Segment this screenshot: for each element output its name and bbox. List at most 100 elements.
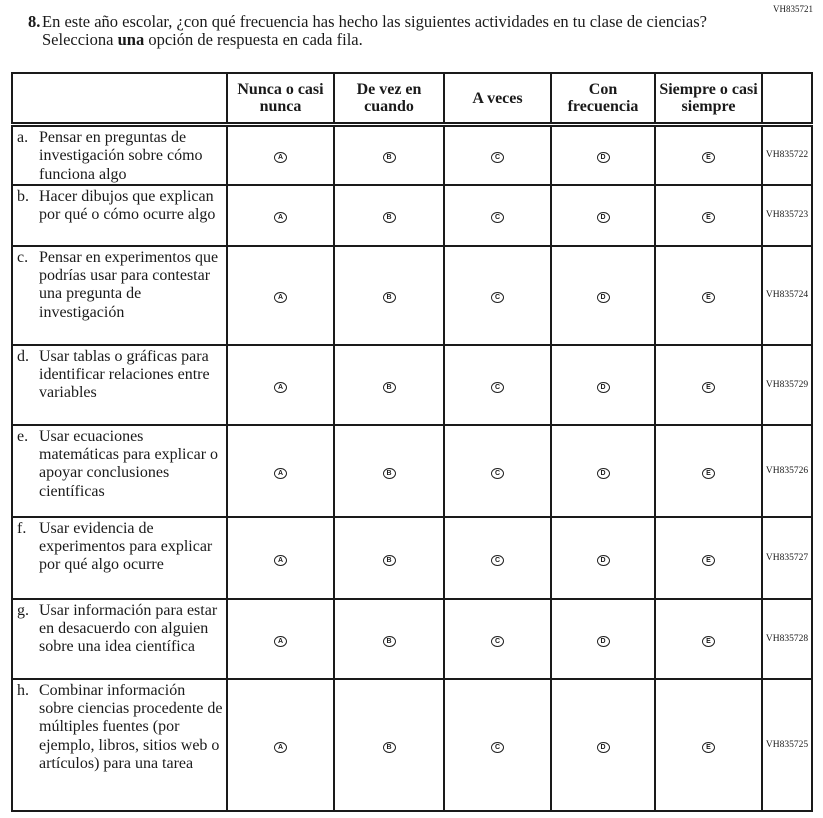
answer-bubble-c[interactable]: C: [491, 467, 504, 479]
answer-bubble-b[interactable]: B: [382, 381, 396, 393]
column-header: Con frecuencia: [550, 72, 656, 126]
question-id: VH835721: [773, 4, 813, 14]
answer-bubble-b[interactable]: B: [382, 152, 396, 164]
option-cell: D: [550, 515, 656, 600]
item-text: Usar ecuaciones matemáticas para explica…: [39, 427, 219, 500]
option-cell: D: [550, 244, 656, 346]
item-cell: h. Combinar información sobre ciencias pr…: [11, 677, 228, 812]
item-label: h.: [17, 681, 29, 699]
question-text-part: En este año escolar, ¿con qué frecuencia…: [42, 12, 707, 49]
response-grid: Nunca o casi nunca De vez en cuando A vece…: [11, 72, 813, 812]
answer-bubble-e[interactable]: E: [702, 635, 715, 647]
answer-bubble-d[interactable]: D: [596, 292, 610, 304]
option-cell: B: [333, 123, 445, 186]
option-cell: C: [443, 244, 552, 346]
answer-bubble-d[interactable]: D: [596, 635, 610, 647]
item-code: VH835727: [761, 515, 813, 600]
answer-bubble-a[interactable]: A: [274, 212, 287, 224]
item-text: Combinar información sobre ciencias proc…: [39, 681, 223, 773]
item-code: VH835724: [761, 244, 813, 346]
answer-bubble-e[interactable]: E: [702, 741, 715, 753]
answer-bubble-b[interactable]: B: [382, 635, 396, 647]
option-cell: B: [333, 515, 445, 600]
option-cell: C: [443, 343, 552, 426]
answer-bubble-c[interactable]: C: [491, 554, 504, 566]
answer-bubble-d[interactable]: D: [596, 152, 610, 164]
answer-bubble-d[interactable]: D: [596, 554, 610, 566]
item-cell: b. Hacer dibujos que explican por qué o c…: [11, 183, 228, 247]
option-cell: E: [654, 123, 763, 186]
answer-bubble-e[interactable]: E: [702, 152, 715, 164]
answer-bubble-a[interactable]: A: [274, 152, 287, 164]
item-code: VH835729: [761, 343, 813, 426]
option-cell: C: [443, 183, 552, 247]
item-cell: f. Usar evidencia de experimentos para ex…: [11, 515, 228, 600]
item-code: VH835725: [761, 677, 813, 812]
item-text: Hacer dibujos que explican por qué o cóm…: [39, 187, 216, 224]
answer-bubble-c[interactable]: C: [491, 212, 504, 224]
question-prompt: 8. En este año escolar, ¿con qué frecuen…: [22, 13, 742, 49]
answer-bubble-e[interactable]: E: [702, 467, 715, 479]
answer-bubble-b[interactable]: B: [382, 212, 396, 224]
option-cell: B: [333, 677, 445, 812]
option-cell: D: [550, 183, 656, 247]
option-cell: D: [550, 423, 656, 518]
answer-bubble-b[interactable]: B: [382, 554, 396, 566]
answer-bubble-d[interactable]: D: [596, 741, 610, 753]
answer-bubble-d[interactable]: D: [596, 381, 610, 393]
option-cell: D: [550, 343, 656, 426]
table-row: h. Combinar información sobre ciencias pr…: [11, 677, 813, 812]
option-cell: A: [226, 123, 335, 186]
item-text: Usar información para estar en desacuerd…: [39, 601, 218, 656]
option-cell: E: [654, 423, 763, 518]
answer-bubble-c[interactable]: C: [491, 292, 504, 304]
answer-bubble-c[interactable]: C: [491, 381, 504, 393]
answer-bubble-e[interactable]: E: [702, 554, 715, 566]
option-cell: E: [654, 244, 763, 346]
answer-bubble-b[interactable]: B: [382, 741, 396, 753]
question-text: En este año escolar, ¿con qué frecuencia…: [42, 13, 742, 49]
item-text: Usar evidencia de experimentos para expl…: [39, 519, 213, 574]
header-blank: [11, 72, 228, 126]
option-cell: E: [654, 183, 763, 247]
answer-bubble-c[interactable]: C: [491, 741, 504, 753]
option-cell: E: [654, 343, 763, 426]
item-label: a.: [17, 129, 29, 146]
table-row: d. Usar tablas o gráficas para identifica…: [11, 343, 813, 426]
answer-bubble-a[interactable]: A: [274, 292, 287, 304]
option-cell: E: [654, 677, 763, 812]
header-code-blank: [761, 72, 813, 126]
answer-bubble-c[interactable]: C: [491, 635, 504, 647]
item-cell: a. Pensar en preguntas de investigación s…: [11, 123, 228, 186]
option-cell: E: [654, 597, 763, 680]
option-cell: B: [333, 597, 445, 680]
answer-bubble-e[interactable]: E: [702, 292, 715, 304]
answer-bubble-e[interactable]: E: [702, 212, 715, 224]
item-cell: e. Usar ecuaciones matemáticas para expli…: [11, 423, 228, 518]
item-label: f.: [17, 519, 27, 537]
option-cell: C: [443, 515, 552, 600]
option-cell: C: [443, 597, 552, 680]
answer-bubble-a[interactable]: A: [274, 741, 287, 753]
item-cell: g. Usar información para estar en desacue…: [11, 597, 228, 680]
item-cell: c. Pensar en experimentos que podrías usa…: [11, 244, 228, 346]
option-cell: C: [443, 123, 552, 186]
answer-bubble-a[interactable]: A: [274, 467, 287, 479]
answer-bubble-c[interactable]: C: [491, 152, 504, 164]
item-label: d.: [17, 347, 29, 365]
option-cell: B: [333, 423, 445, 518]
answer-bubble-a[interactable]: A: [274, 635, 287, 647]
answer-bubble-a[interactable]: A: [274, 554, 287, 566]
answer-bubble-e[interactable]: E: [702, 381, 715, 393]
answer-bubble-d[interactable]: D: [596, 467, 610, 479]
answer-bubble-d[interactable]: D: [596, 212, 610, 224]
answer-bubble-a[interactable]: A: [274, 381, 287, 393]
column-header: De vez en cuando: [333, 72, 445, 126]
answer-bubble-b[interactable]: B: [382, 292, 396, 304]
answer-bubble-b[interactable]: B: [382, 467, 396, 479]
option-cell: A: [226, 597, 335, 680]
item-text: Usar tablas o gráficas para identificar …: [39, 347, 210, 402]
item-code: VH835726: [761, 423, 813, 518]
option-cell: B: [333, 343, 445, 426]
option-cell: A: [226, 423, 335, 518]
